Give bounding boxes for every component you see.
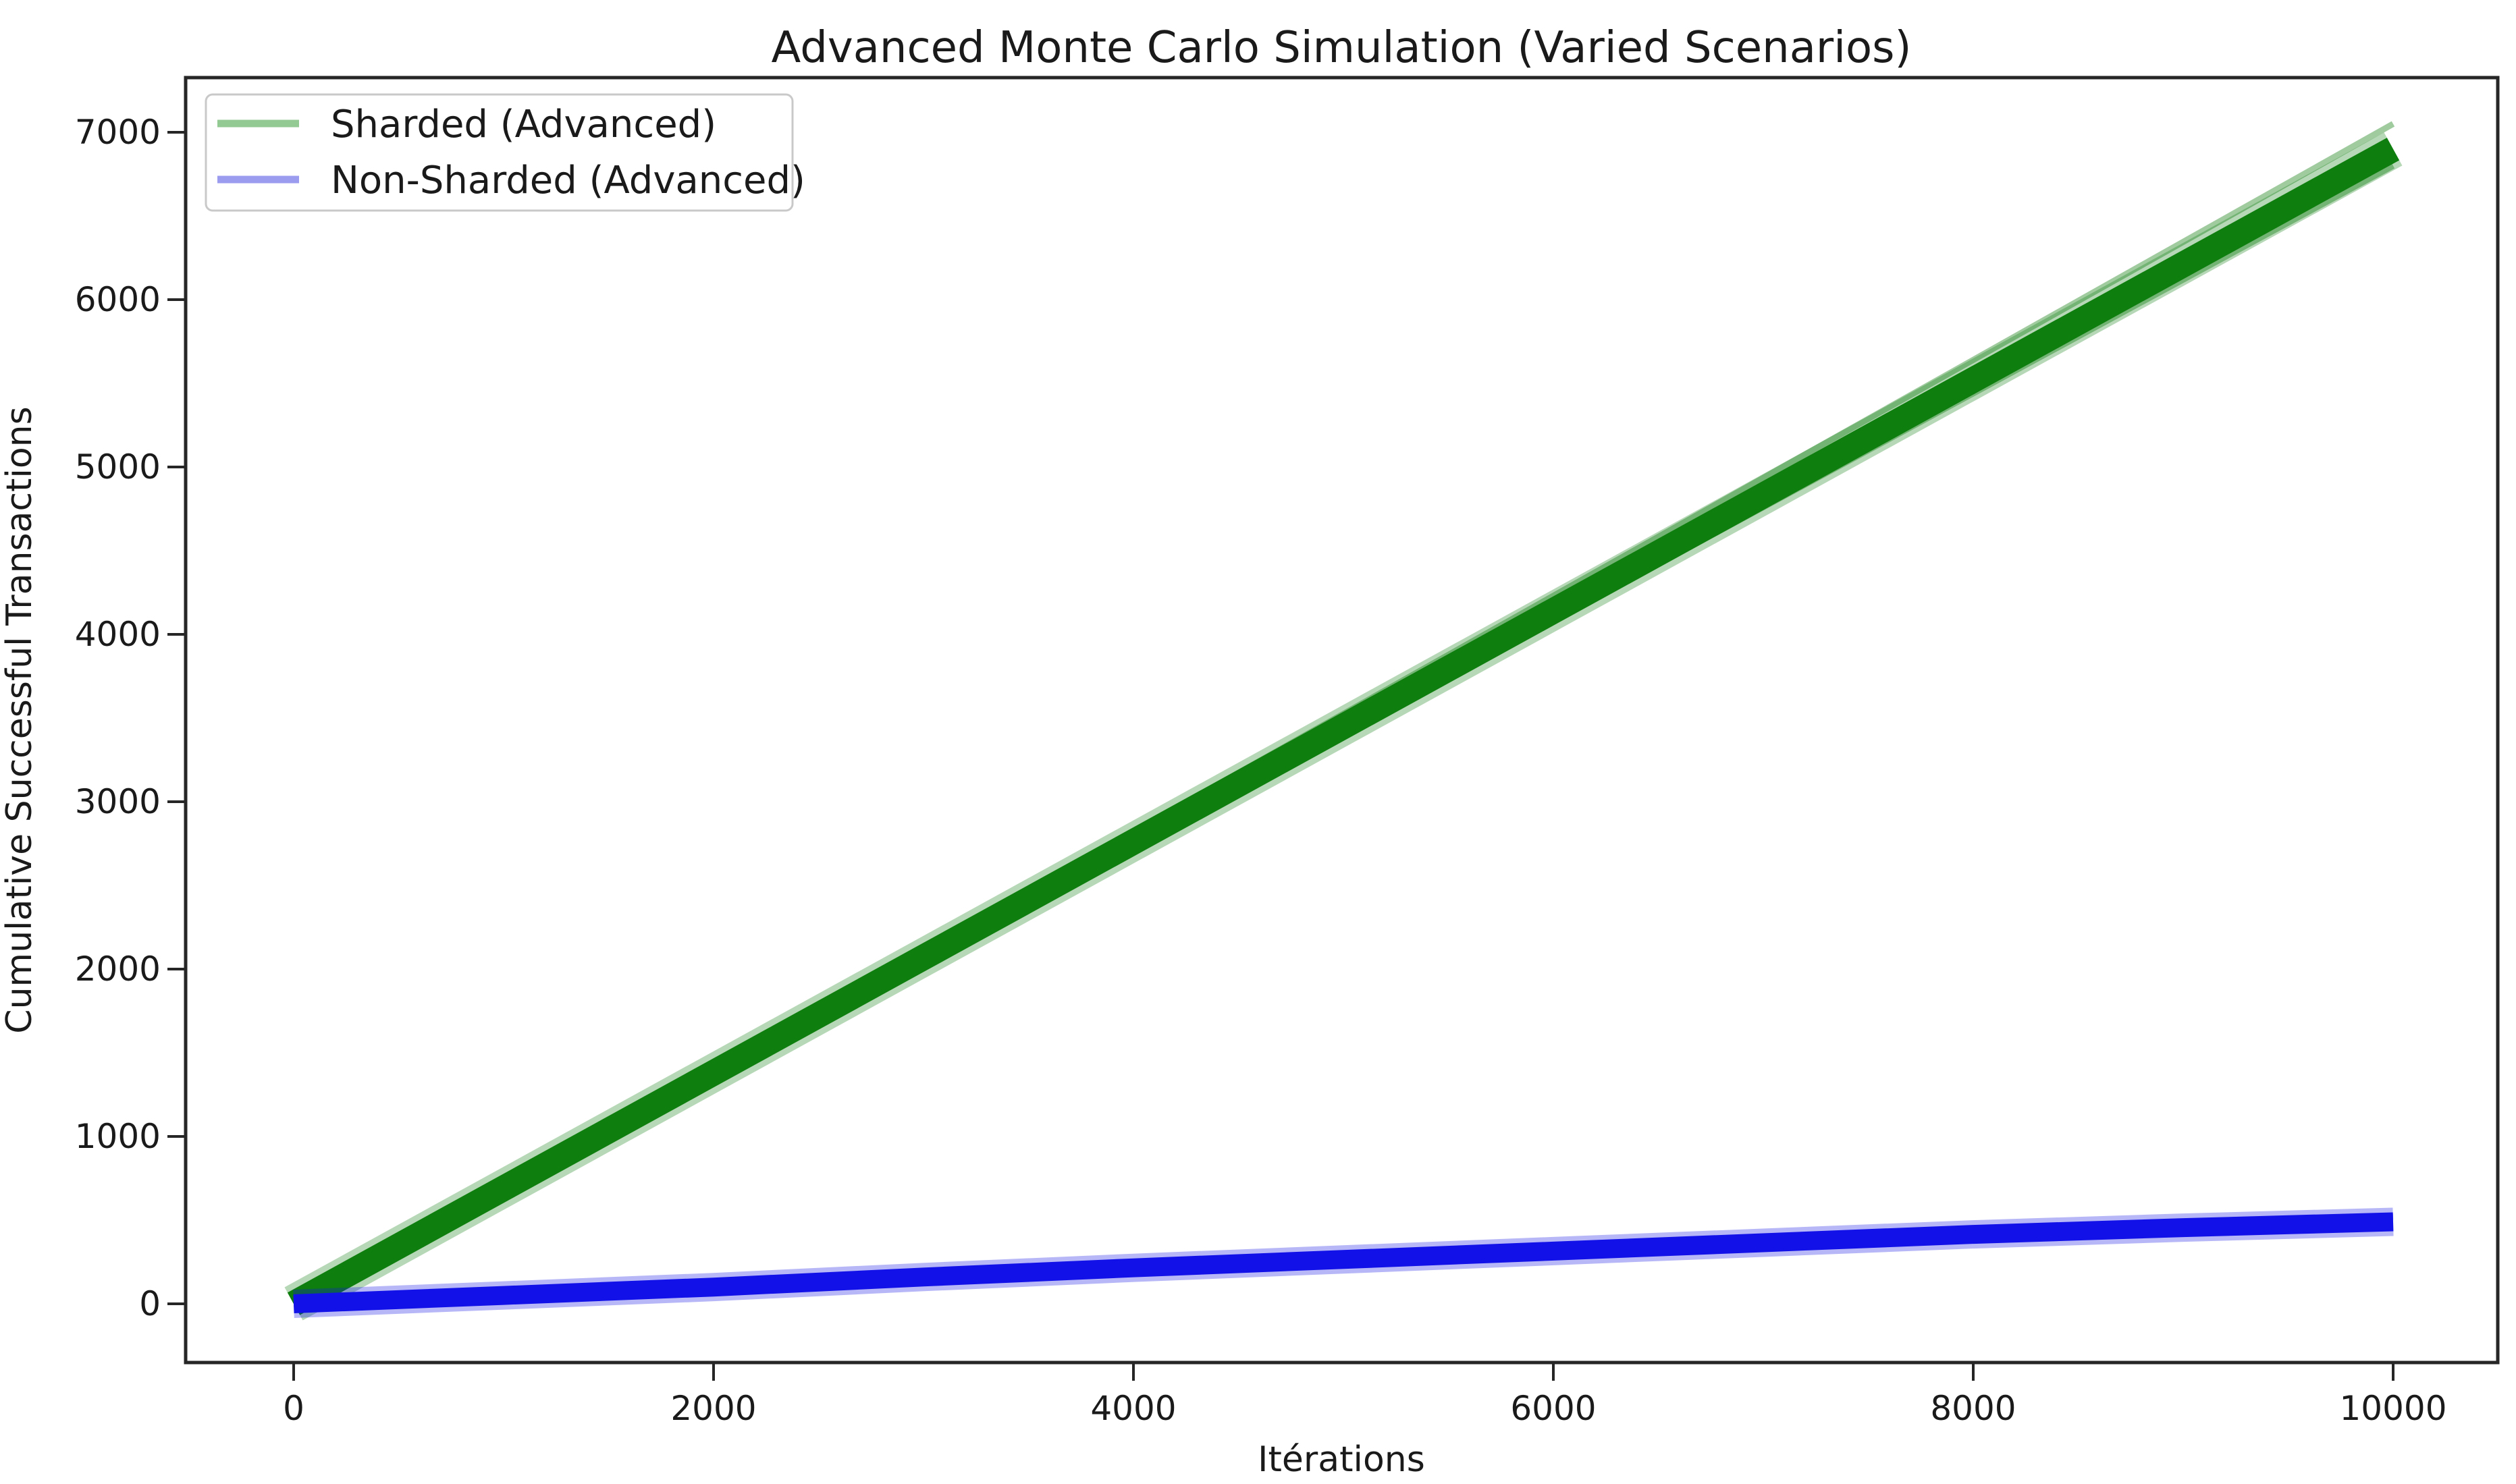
y-tick-label: 0 — [139, 1284, 161, 1323]
series-layer — [284, 121, 2403, 1321]
x-tick-label: 0 — [283, 1389, 304, 1428]
y-axis-label: Cumulative Successful Transactions — [0, 406, 40, 1033]
plot-area — [184, 76, 2500, 1365]
y-tick-label: 6000 — [75, 280, 161, 319]
y-tick-label: 7000 — [75, 113, 161, 152]
legend-entry-non-sharded: Non-Sharded (Advanced) — [217, 159, 805, 202]
y-tick-label: 5000 — [75, 447, 161, 487]
legend-box — [205, 93, 794, 212]
x-tick-label: 4000 — [1090, 1389, 1176, 1428]
y-tick-label: 2000 — [75, 950, 161, 989]
x-tick-label: 6000 — [1510, 1389, 1596, 1428]
series-sharded-line — [287, 138, 2400, 1315]
y-tick-label: 3000 — [75, 782, 161, 821]
legend-label-sharded: Sharded (Advanced) — [331, 103, 716, 146]
x-tick-label: 8000 — [1930, 1389, 2016, 1428]
x-axis-ticks: 0 2000 4000 6000 8000 10000 — [283, 1363, 2447, 1428]
y-tick-label: 4000 — [75, 615, 161, 654]
legend: Sharded (Advanced) Non-Sharded (Advanced… — [205, 93, 805, 212]
series-non-sharded-line — [293, 1212, 2394, 1313]
chart-title: Advanced Monte Carlo Simulation (Varied … — [772, 23, 1912, 73]
legend-entry-sharded: Sharded (Advanced) — [217, 103, 716, 146]
x-axis-label: Itérations — [1258, 1439, 1425, 1480]
y-axis-ticks: 0 1000 2000 3000 4000 5000 6000 7000 — [75, 113, 186, 1323]
x-tick-label: 2000 — [670, 1389, 756, 1428]
legend-label-non-sharded: Non-Sharded (Advanced) — [331, 159, 805, 202]
x-tick-label: 10000 — [2339, 1389, 2446, 1428]
y-tick-label: 1000 — [75, 1117, 161, 1156]
